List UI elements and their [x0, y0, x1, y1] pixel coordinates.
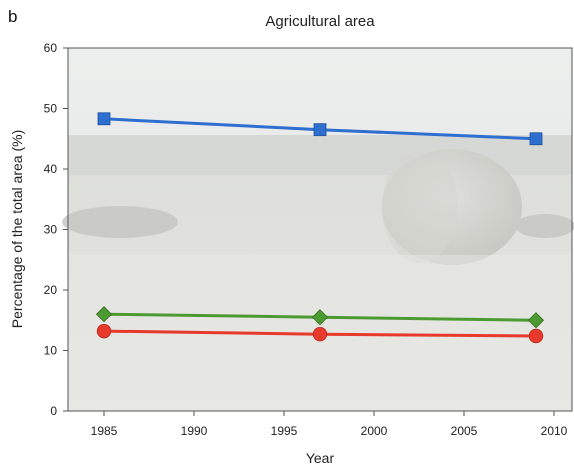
series-3-point	[312, 326, 328, 342]
y-tick-label: 0	[50, 404, 57, 418]
series-3-point	[528, 328, 544, 344]
x-tick-label: 2005	[451, 424, 478, 438]
x-tick-label: 1995	[271, 424, 298, 438]
x-axis-title: Year	[306, 450, 335, 466]
background-photo	[62, 48, 574, 411]
x-tick-label: 1990	[181, 424, 208, 438]
x-axis: 1985 1990 1995 2000 2005 2010	[91, 411, 568, 438]
y-tick-label: 10	[44, 344, 58, 358]
panel-letter: b	[8, 7, 17, 26]
y-tick-label: 50	[44, 102, 58, 116]
y-axis-title: Percentage of the total area (%)	[9, 130, 25, 328]
series-3-point	[96, 323, 112, 339]
series-2-point	[311, 309, 329, 326]
series-1-point	[529, 132, 543, 146]
y-tick-label: 60	[44, 41, 58, 55]
y-tick-label: 40	[44, 162, 58, 176]
series-2-point	[527, 312, 545, 329]
y-tick-label: 30	[44, 223, 58, 237]
x-tick-label: 2000	[361, 424, 388, 438]
chart-title: Agricultural area	[265, 13, 375, 30]
series-1-point	[313, 123, 327, 137]
y-axis: 0 10 20 30 40 50 60	[44, 41, 68, 418]
x-tick-label: 2010	[541, 424, 568, 438]
y-tick-label: 20	[44, 283, 58, 297]
series-1-point	[97, 112, 111, 126]
x-tick-label: 1985	[91, 424, 118, 438]
series-2-point	[95, 306, 113, 323]
series-layer	[95, 112, 545, 344]
